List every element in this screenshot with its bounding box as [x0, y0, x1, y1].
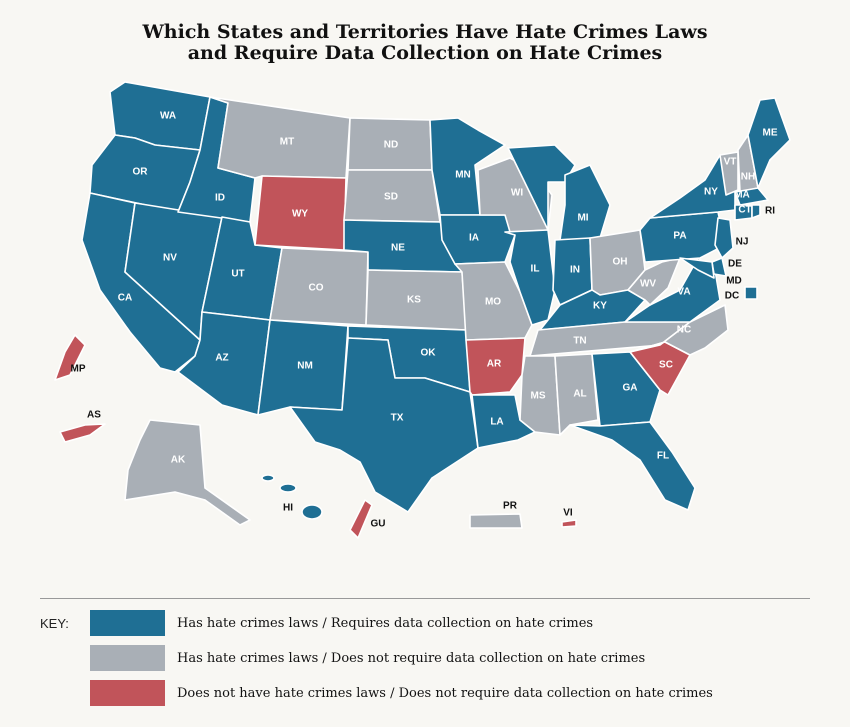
label-wa: WA: [160, 111, 176, 122]
label-az: AZ: [215, 353, 228, 364]
label-nh: NH: [741, 172, 755, 183]
legend-item-gray: Has hate crimes laws / Does not require …: [90, 645, 645, 671]
state-mn[interactable]: [429, 117, 506, 216]
label-ia: IA: [469, 233, 479, 244]
state-wv[interactable]: [627, 257, 681, 306]
label-nv: NV: [163, 253, 177, 264]
label-ms: MS: [531, 391, 546, 402]
us-states-map: WA OR CA NV ID UT AZ MT WY CO NM ND SD N…: [54, 81, 791, 539]
label-ma: MA: [734, 190, 750, 201]
label-nc: NC: [677, 325, 691, 336]
state-ga[interactable]: [591, 351, 661, 427]
key-label: KEY:: [40, 616, 69, 631]
state-ar[interactable]: [465, 337, 526, 396]
label-nd: ND: [384, 140, 398, 151]
legend-item-blue: Has hate crimes laws / Requires data col…: [90, 610, 593, 636]
label-md: MD: [726, 276, 742, 287]
state-dc[interactable]: [744, 286, 758, 300]
territory-mp[interactable]: [54, 334, 86, 381]
title-line-2: and Require Data Collection on Hate Crim…: [187, 42, 663, 64]
label-mt: MT: [280, 137, 294, 148]
legend-swatch-blue: [90, 610, 165, 636]
label-pa: PA: [673, 231, 686, 242]
state-tx[interactable]: [289, 337, 479, 513]
label-ut: UT: [231, 269, 244, 280]
state-ak[interactable]: [124, 419, 251, 526]
label-vi: VI: [563, 508, 573, 519]
label-ne: NE: [391, 243, 405, 254]
label-ok: OK: [421, 348, 437, 359]
label-ct: CT: [738, 205, 751, 216]
label-ri: RI: [765, 206, 775, 217]
label-tn: TN: [573, 336, 586, 347]
label-sd: SD: [384, 192, 398, 203]
label-al: AL: [573, 389, 586, 400]
label-wy: WY: [292, 209, 308, 220]
label-dc: DC: [725, 291, 739, 302]
label-la: LA: [490, 417, 503, 428]
label-me: ME: [763, 128, 778, 139]
state-vt[interactable]: [719, 151, 739, 196]
map-title: Which States and Territories Have Hate C…: [0, 22, 850, 64]
label-pr: PR: [503, 501, 518, 512]
state-md[interactable]: [679, 257, 715, 279]
legend-item-red: Does not have hate crimes laws / Does no…: [90, 680, 713, 706]
label-gu: GU: [371, 519, 386, 530]
legend-swatch-gray: [90, 645, 165, 671]
label-mn: MN: [455, 170, 471, 181]
legend-text-gray: Has hate crimes laws / Does not require …: [177, 650, 646, 666]
label-wi: WI: [511, 188, 523, 199]
label-ks: KS: [407, 295, 421, 306]
label-hi: HI: [283, 503, 293, 514]
state-mi-lower[interactable]: [559, 164, 611, 241]
label-mo: MO: [485, 297, 501, 308]
state-ri[interactable]: [751, 204, 761, 219]
label-co: CO: [309, 283, 324, 294]
state-ma[interactable]: [734, 187, 769, 206]
territory-pr[interactable]: [469, 513, 523, 529]
state-hi[interactable]: [261, 474, 323, 520]
legend-swatch-red: [90, 680, 165, 706]
label-ny: NY: [704, 187, 718, 198]
label-sc: SC: [659, 360, 673, 371]
label-or: OR: [133, 167, 149, 178]
label-ca: CA: [118, 293, 132, 304]
label-in: IN: [570, 265, 580, 276]
state-nj[interactable]: [714, 217, 734, 259]
state-al[interactable]: [554, 353, 599, 436]
label-il: IL: [531, 264, 540, 275]
label-as: AS: [87, 410, 101, 421]
legend-text-red: Does not have hate crimes laws / Does no…: [177, 685, 713, 701]
label-oh: OH: [613, 257, 628, 268]
state-nc[interactable]: [629, 304, 729, 356]
state-mo[interactable]: [454, 261, 533, 341]
label-nj: NJ: [736, 237, 749, 248]
state-il[interactable]: [504, 229, 556, 326]
label-tx: TX: [391, 413, 404, 424]
state-fl[interactable]: [569, 421, 696, 511]
label-mi: MI: [577, 213, 588, 224]
legend-text-blue: Has hate crimes laws / Requires data col…: [177, 615, 594, 631]
label-ky: KY: [593, 301, 607, 312]
territory-as[interactable]: [59, 423, 106, 443]
label-ak: AK: [171, 455, 186, 466]
label-id: ID: [215, 193, 225, 204]
label-mp: MP: [71, 364, 86, 375]
label-ar: AR: [487, 359, 502, 370]
territory-vi[interactable]: [561, 519, 577, 528]
label-wv: WV: [640, 279, 656, 290]
label-de: DE: [728, 259, 742, 270]
territory-gu[interactable]: [349, 499, 373, 539]
label-vt: VT: [724, 157, 737, 168]
label-ga: GA: [623, 383, 638, 394]
legend-divider: [40, 598, 810, 599]
label-nm: NM: [297, 361, 313, 372]
title-line-1: Which States and Territories Have Hate C…: [142, 21, 708, 43]
label-fl: FL: [657, 451, 669, 462]
label-va: VA: [677, 287, 690, 298]
